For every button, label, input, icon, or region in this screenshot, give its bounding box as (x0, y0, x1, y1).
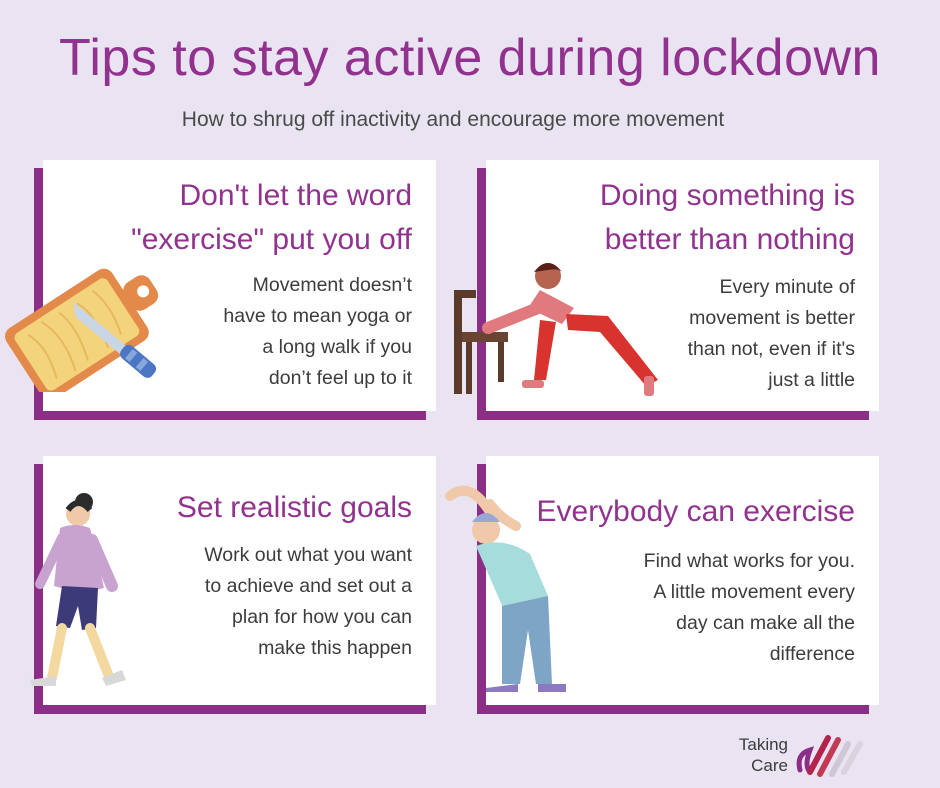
stretching-elder-figure (445, 485, 566, 692)
walking-woman-figure (30, 493, 126, 686)
tip-heading: Everybody can exercise (536, 495, 856, 528)
tip-body: Every minute of movement is better than … (687, 276, 855, 391)
tip-heading: Don't let the word "exercise" put you of… (131, 179, 412, 256)
tip-heading: Set realistic goals (176, 491, 412, 524)
page-subtitle: How to shrug off inactivity and encourag… (181, 108, 725, 131)
tip-body: Find what works for you. A little moveme… (643, 550, 855, 665)
hand-stripes-icon (796, 735, 863, 777)
tip-card-everybody-exercise: Everybody can exercise Find what works f… (477, 456, 879, 714)
tip-body: Movement doesn’t have to mean yoga or a … (223, 274, 412, 389)
tip-heading: Doing something is better than nothing (599, 179, 855, 256)
page-title: Tips to stay active during lockdown (59, 29, 881, 87)
logo-text: Taking Care (738, 735, 788, 775)
tip-body: Work out what you want to achieve and se… (204, 544, 412, 659)
taking-care-logo: Taking Care (724, 728, 874, 780)
chopping-board-icon (5, 268, 159, 392)
chair-lunge-figure (454, 263, 658, 396)
